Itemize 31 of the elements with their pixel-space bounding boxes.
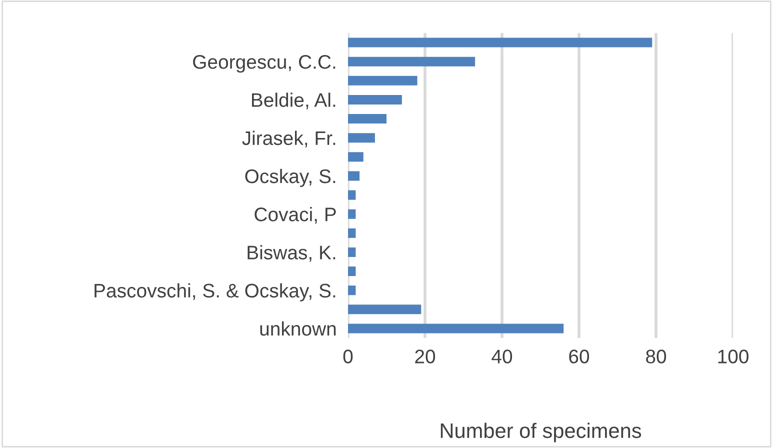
- bar: [348, 171, 360, 181]
- y-tick-label: Biswas, K.: [248, 245, 336, 262]
- y-tick-label: unknown: [260, 321, 336, 336]
- bar: [348, 56, 476, 66]
- bar: [348, 38, 652, 48]
- bar: [348, 304, 422, 314]
- bar: [348, 94, 402, 104]
- y-tick-label: Ocskay, S.: [245, 168, 336, 188]
- x-tick-label: 0: [343, 350, 353, 364]
- bar: [348, 133, 375, 143]
- bar: [348, 114, 386, 124]
- y-tick-label: Jirasek, Fr.: [242, 130, 336, 148]
- bar: [348, 152, 364, 162]
- x-tick-label: 60: [569, 350, 590, 364]
- y-tick-label: Beldie, Al.: [252, 92, 336, 110]
- bar: [348, 286, 356, 296]
- bar: [348, 76, 418, 86]
- x-tick-label: 40: [492, 350, 512, 364]
- bar: [348, 209, 356, 219]
- x-axis-title: Number of specimens: [440, 422, 642, 442]
- bar: [348, 266, 356, 276]
- bar: [348, 228, 356, 238]
- bar: [348, 247, 356, 257]
- bar: [348, 190, 356, 200]
- bar: [348, 324, 564, 334]
- y-tick-label: Covaci, P: [254, 207, 336, 224]
- x-tick-label: 80: [646, 350, 666, 364]
- y-tick-label: Georgescu, C.C.: [193, 55, 336, 73]
- y-tick-label: Pascovschi, S. & Ocskay, S.: [94, 283, 336, 302]
- x-tick-label: 100: [718, 350, 748, 364]
- x-tick-label: 20: [415, 350, 436, 364]
